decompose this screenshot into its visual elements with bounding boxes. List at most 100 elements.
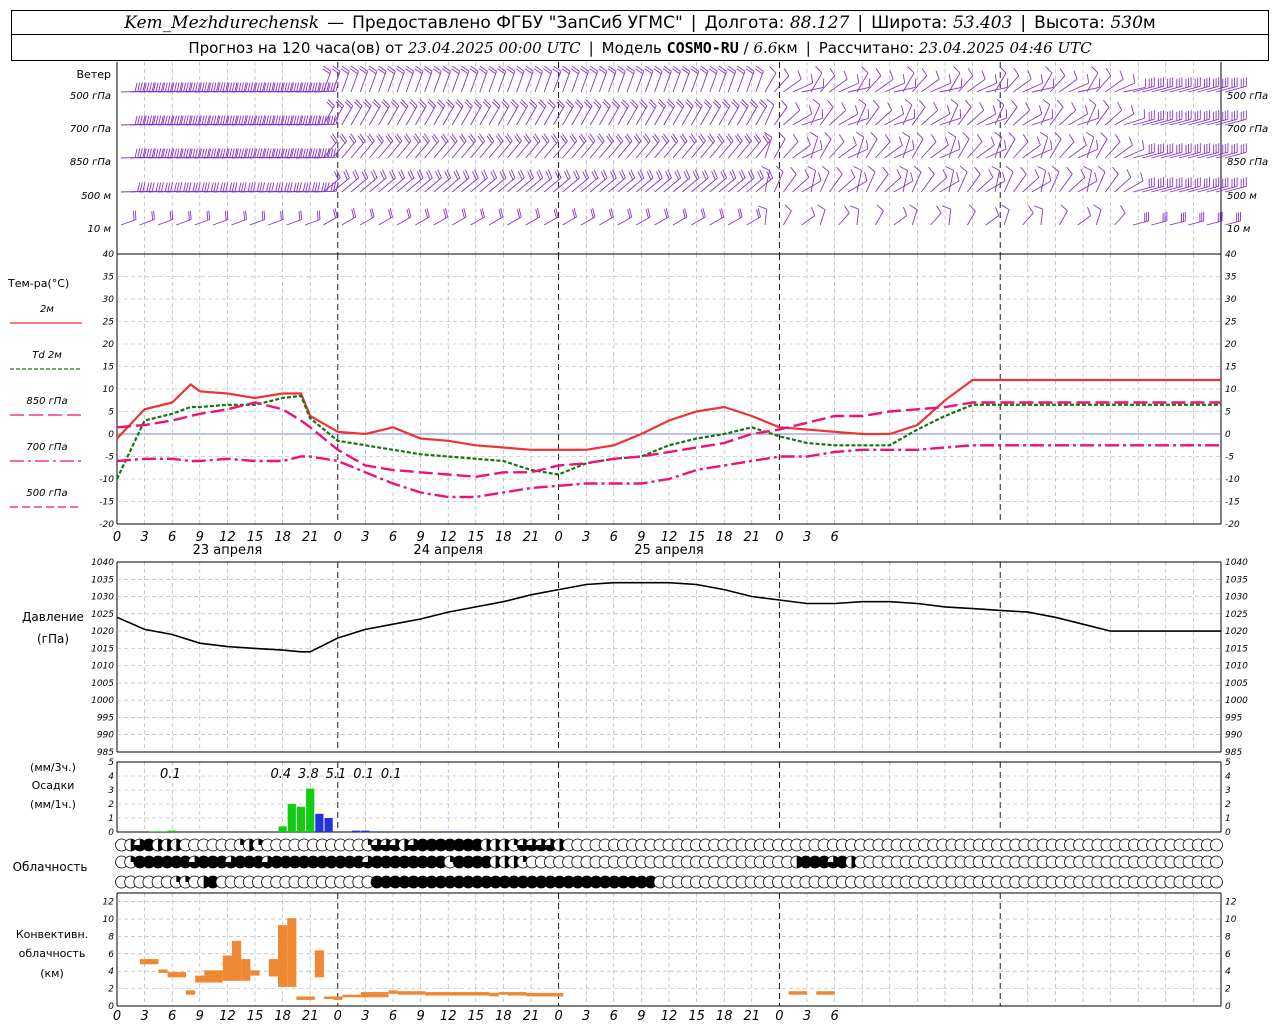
wind-barb bbox=[884, 169, 902, 193]
wind-barb bbox=[525, 99, 538, 126]
wind-barb bbox=[1083, 165, 1093, 193]
wind-barb bbox=[341, 169, 360, 193]
wind-barb bbox=[1059, 70, 1078, 93]
wind-barb bbox=[1123, 109, 1146, 126]
wind-barb bbox=[369, 169, 387, 193]
cloud-fill bbox=[580, 876, 593, 888]
wind-barb bbox=[645, 133, 660, 159]
legend-label-3: 700 гПа bbox=[26, 442, 67, 453]
cloud-symbol bbox=[151, 855, 165, 869]
wind-barb bbox=[231, 210, 247, 226]
wind-barb bbox=[783, 70, 802, 93]
wind-barb bbox=[1132, 143, 1155, 159]
wind-barb bbox=[405, 99, 418, 126]
wind-barb bbox=[700, 133, 716, 159]
convective-bar bbox=[425, 992, 490, 996]
pressure-panel-grid bbox=[116, 561, 1222, 753]
wind-barb bbox=[718, 99, 731, 126]
cloud-symbol bbox=[425, 855, 439, 869]
convective-bar bbox=[333, 996, 343, 1000]
wind-barb bbox=[589, 65, 599, 93]
wind-barb bbox=[1206, 110, 1229, 126]
wind-barb bbox=[654, 99, 666, 126]
wind-barb bbox=[902, 66, 915, 93]
wind-barb bbox=[525, 208, 541, 226]
convective-bar bbox=[204, 970, 223, 983]
wind-barb bbox=[911, 99, 926, 126]
wind-barb bbox=[617, 99, 630, 126]
pressure-ytick-right: 990 bbox=[1225, 731, 1242, 741]
wind-barb bbox=[645, 99, 657, 126]
temperature-series-3 bbox=[116, 444, 1221, 499]
wind-barb bbox=[1188, 143, 1210, 159]
wind-barb bbox=[700, 169, 718, 193]
pressure-ytick-right: 1005 bbox=[1225, 679, 1248, 689]
wind-barb bbox=[792, 136, 811, 159]
wind-barb bbox=[1013, 166, 1027, 193]
wind-barb bbox=[1197, 77, 1220, 93]
wind-barb bbox=[671, 65, 681, 93]
wind-barb bbox=[607, 65, 617, 93]
wind-barb bbox=[1178, 177, 1201, 193]
wind-barb bbox=[921, 166, 935, 193]
temperature-ytick-right: -20 bbox=[1225, 520, 1240, 530]
wind-barb bbox=[737, 169, 755, 193]
wind-barb bbox=[1215, 177, 1238, 193]
cloud-symbol bbox=[1210, 838, 1223, 852]
wind-barb bbox=[865, 67, 882, 93]
cloud-fill bbox=[471, 839, 484, 851]
temperature-series-0 bbox=[116, 378, 1221, 451]
wind-barb bbox=[414, 65, 424, 93]
wind-barb bbox=[1059, 133, 1075, 159]
wind-barb bbox=[387, 169, 406, 193]
wind-barb bbox=[589, 133, 605, 159]
wind-barb bbox=[758, 205, 768, 226]
wind-barb bbox=[746, 99, 758, 126]
wind-barb bbox=[635, 133, 651, 159]
wind-barb bbox=[967, 102, 985, 126]
temp-axis-hour-label: 9 bbox=[196, 530, 204, 545]
wind-barb bbox=[875, 166, 889, 193]
convective-ytick-left: 0 bbox=[108, 1002, 114, 1012]
cloud-symbol bbox=[416, 855, 430, 869]
cloud-symbol bbox=[470, 855, 484, 869]
wind-barb bbox=[1003, 165, 1014, 193]
cloud-symbol bbox=[343, 855, 357, 869]
cloud-fill bbox=[471, 876, 484, 888]
wind-barb bbox=[1105, 102, 1123, 126]
wind-barb bbox=[1142, 110, 1164, 126]
cloud-fill bbox=[225, 856, 238, 868]
wind-barb bbox=[764, 98, 775, 126]
legend-label-1: Td 2м bbox=[32, 350, 62, 361]
wind-barb bbox=[543, 169, 562, 193]
wind-barb bbox=[387, 133, 403, 159]
wind-barb bbox=[1049, 67, 1066, 93]
rain-bar bbox=[149, 831, 158, 832]
cloud-fill bbox=[416, 839, 429, 851]
wind-barb bbox=[1105, 70, 1124, 93]
wind-barb bbox=[386, 65, 396, 93]
wind-barb bbox=[1206, 211, 1223, 226]
wind-barb bbox=[691, 169, 709, 193]
precip-ytick-right: 4 bbox=[1225, 772, 1231, 782]
wind-barb bbox=[524, 65, 534, 93]
wind-barb bbox=[378, 99, 390, 126]
temperature-ytick-right: 30 bbox=[1225, 295, 1237, 305]
wind-barb bbox=[1169, 211, 1186, 226]
wind-barb bbox=[672, 169, 691, 193]
wind-barb bbox=[1123, 78, 1147, 93]
wind-barb bbox=[1151, 211, 1168, 226]
provider-text: Предоставлено ФГБУ "ЗапСиб УГМС" bbox=[352, 12, 683, 33]
convective-bar bbox=[140, 959, 159, 965]
bottom-axis-hour-label: 0 bbox=[775, 1009, 783, 1024]
wind-barb bbox=[507, 208, 522, 226]
cloud-fill bbox=[471, 856, 484, 868]
wind-barb bbox=[543, 133, 559, 159]
temperature-ytick-right: 15 bbox=[1225, 363, 1237, 373]
wind-barb bbox=[433, 208, 449, 226]
wind-barb bbox=[470, 99, 482, 126]
precip-3h-total: 0.1 bbox=[353, 767, 374, 782]
cloud-fill bbox=[170, 856, 183, 868]
wind-barb bbox=[967, 70, 986, 93]
